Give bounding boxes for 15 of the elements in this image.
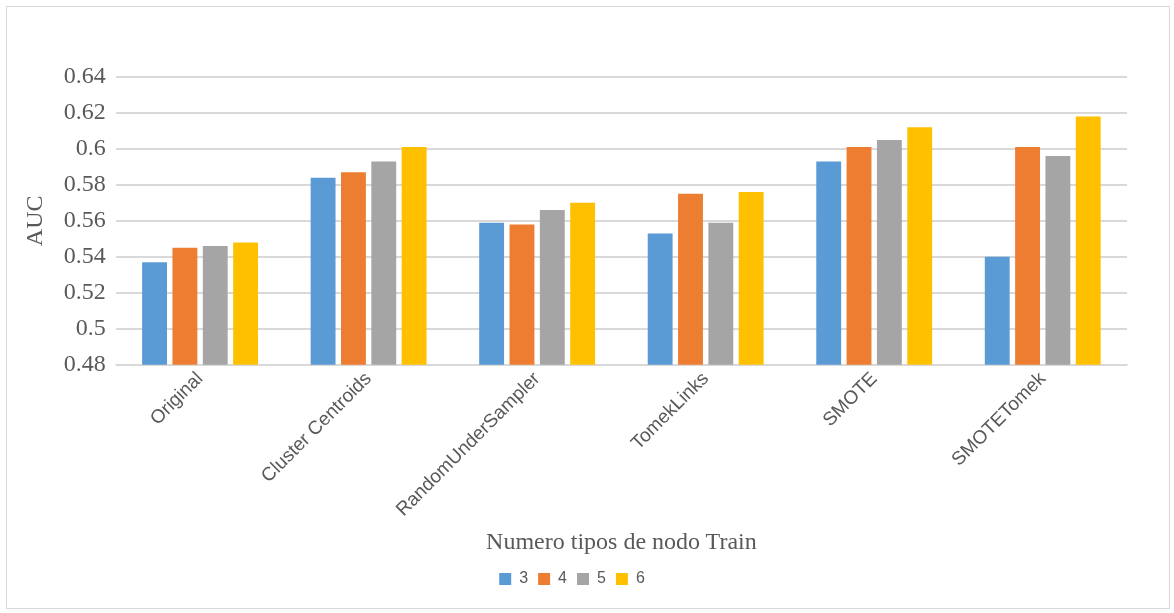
y-tick-label: 0.62 [63,98,106,125]
legend-label: 3 [519,569,529,587]
y-tick-label: 0.5 [75,314,106,341]
legend-label: 6 [635,569,645,587]
y-axis-title: AUC [20,195,47,247]
y-tick-label: 0.64 [63,62,106,89]
legend-label: 5 [597,569,606,587]
legend-label: 4 [558,569,568,587]
y-tick-label: 0.56 [63,206,106,233]
y-tick-label: 0.58 [63,170,106,197]
y-tick-label: 0.54 [63,242,106,269]
y-tick-label: 0.6 [75,134,106,161]
x-axis-title: Numero tipos de nodo Train [486,527,757,554]
y-tick-label: 0.48 [63,349,106,376]
y-tick-label: 0.52 [63,278,106,305]
